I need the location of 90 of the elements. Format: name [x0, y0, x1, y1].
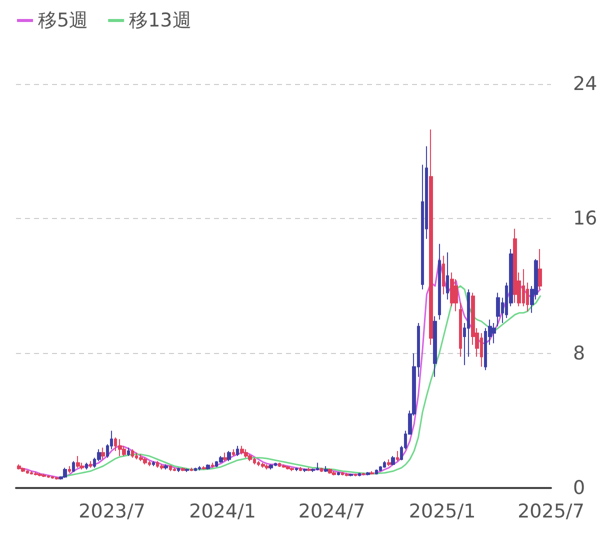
candlestick: [383, 460, 386, 468]
candlestick: [387, 458, 391, 467]
candlestick: [223, 452, 227, 462]
candlestick: [21, 467, 25, 473]
candlestick: [169, 464, 172, 472]
candlestick: [303, 468, 307, 473]
candlestick: [265, 464, 269, 470]
candlestick: [211, 462, 214, 468]
candlestick: [307, 467, 311, 472]
candlestick: [429, 128, 433, 346]
candlestick: [227, 450, 231, 462]
candlestick: [261, 462, 265, 468]
candlestick: [433, 316, 437, 378]
candlestick: [160, 464, 164, 470]
candlestick: [328, 468, 332, 474]
candlestick: [55, 476, 59, 480]
y-tick-label: 0: [573, 477, 586, 499]
candlestick: [438, 243, 441, 320]
candlestick: [248, 454, 252, 462]
candlestick: [290, 467, 294, 472]
candlestick: [173, 467, 176, 472]
candlestick: [269, 464, 273, 470]
y-tick-label: 24: [573, 73, 598, 95]
candlestick: [240, 445, 244, 455]
candlestick: [34, 472, 38, 476]
x-tick-label: 2023/7: [78, 500, 146, 522]
candlestick: [375, 468, 378, 476]
candlestick: [185, 468, 189, 473]
candlestick: [349, 473, 353, 477]
candlestick: [459, 302, 462, 358]
candlestick: [85, 462, 88, 470]
y-tick-label: 16: [573, 208, 598, 230]
y-tick-label: 8: [573, 342, 586, 364]
legend-label: 移13週: [129, 10, 192, 32]
candlestick: [143, 457, 147, 465]
candlestick: [337, 472, 340, 476]
candlestick: [538, 248, 542, 290]
candlestick: [72, 460, 75, 473]
candlestick: [244, 448, 248, 458]
candlestick: [396, 450, 399, 462]
candlestick: [181, 467, 185, 472]
line-series: [60, 285, 541, 478]
x-tick-label: 2025/7: [518, 500, 584, 522]
legend-label: 移5週: [38, 10, 88, 32]
candlestick: [282, 464, 286, 468]
candlestick: [496, 292, 500, 327]
candlestick: [442, 255, 445, 295]
candlestick: [177, 467, 180, 473]
candlestick: [362, 472, 365, 476]
candlestick: [236, 445, 239, 457]
candlestick: [324, 466, 328, 473]
x-tick-label: 2024/1: [189, 500, 256, 522]
candlestick: [206, 464, 210, 470]
candlestick: [286, 466, 290, 470]
candlestick: [446, 252, 449, 300]
candlestick: [354, 473, 357, 477]
candlestick: [89, 460, 92, 468]
candlestick: [219, 456, 223, 464]
candlestick: [194, 467, 197, 472]
candlestick: [232, 448, 235, 457]
candlestick: [76, 456, 80, 468]
candlestick: [370, 470, 374, 476]
x-tick-label: 2025/1: [408, 500, 476, 522]
candlestick: [68, 466, 71, 474]
candlestick: [366, 472, 370, 476]
line-series: [18, 258, 541, 479]
x-tick-label: 2024/7: [298, 500, 366, 522]
candlestick: [299, 466, 302, 472]
candlestick: [391, 456, 395, 466]
candlestick: [17, 464, 21, 470]
candlestick: [152, 460, 155, 467]
candlestick: [332, 470, 336, 476]
candlestick: [320, 467, 323, 473]
candlestick: [131, 448, 134, 458]
candlestick: [513, 228, 517, 304]
candlestick: [118, 438, 122, 457]
candlestick: [345, 472, 349, 477]
candlestick: [101, 447, 105, 460]
candlestick: [492, 322, 496, 344]
candlestick: [202, 466, 206, 470]
candlestick: [164, 464, 168, 470]
candlestick: [190, 467, 193, 472]
candlestick: [139, 454, 143, 462]
candlestick: [38, 472, 42, 477]
candlestick: [42, 473, 46, 478]
candlestick: [127, 447, 130, 457]
candlestick: [63, 467, 67, 478]
candlestick: [295, 467, 298, 472]
candlestick: [198, 466, 201, 471]
candlestick: [358, 472, 361, 477]
